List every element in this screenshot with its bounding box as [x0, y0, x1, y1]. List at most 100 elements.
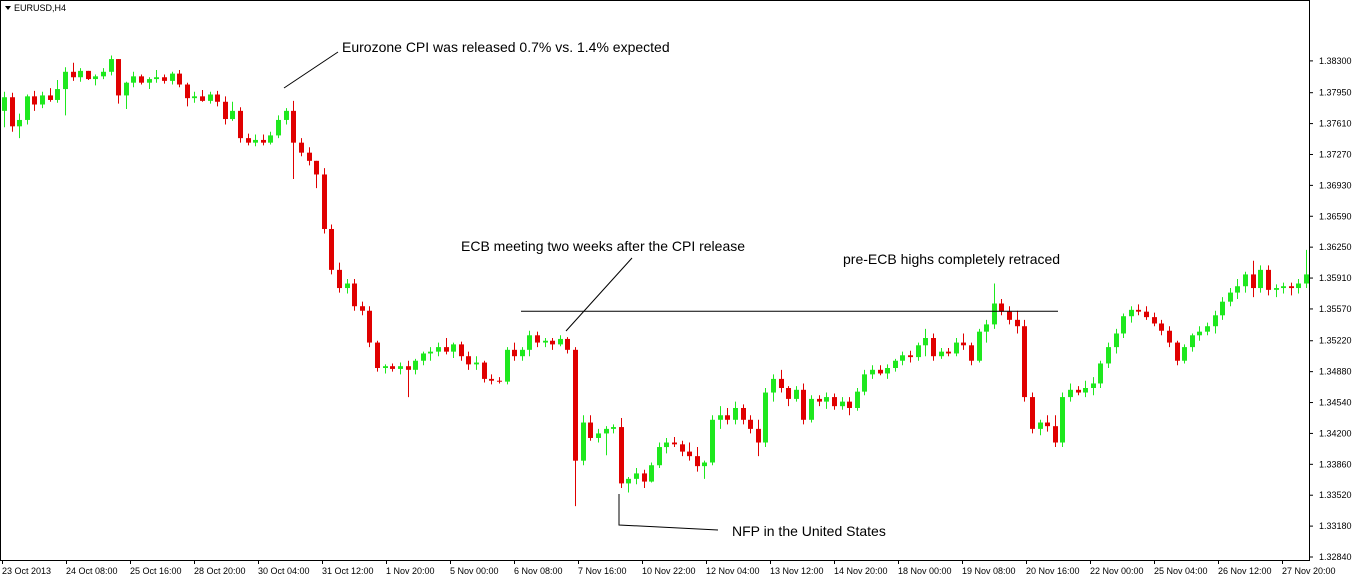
candle-body [1182, 347, 1187, 361]
candle [908, 350, 913, 363]
candle-body [862, 374, 867, 392]
candle-body [573, 349, 578, 461]
candle [170, 71, 175, 85]
candle [124, 81, 129, 110]
x-tick-label: 22 Nov 00:00 [1090, 566, 1144, 576]
candle-body [702, 462, 707, 467]
candle-body [291, 110, 296, 143]
candle [390, 363, 395, 372]
candle [1114, 328, 1119, 354]
candle-body [535, 335, 540, 343]
candle-body [1175, 342, 1180, 361]
candle [1258, 265, 1263, 293]
candle [596, 428, 601, 443]
candle-body [139, 76, 144, 83]
candle-body [398, 366, 403, 369]
candle-body [1121, 316, 1126, 334]
candle [459, 341, 464, 361]
y-tick-label: 1.34540 [1319, 398, 1352, 408]
candle [116, 59, 121, 104]
candle-body [1235, 286, 1240, 293]
candle [1296, 278, 1301, 294]
candle [1022, 319, 1027, 402]
x-axis: 23 Oct 2013 24 Oct 08:00 25 Oct 16:00 28 Oc… [2, 560, 1336, 576]
candle [208, 91, 213, 104]
candle-body [185, 84, 190, 99]
candle-body [1266, 269, 1271, 290]
candle-body [1167, 330, 1172, 343]
candle-body [977, 331, 982, 361]
candle [550, 338, 555, 350]
candle [756, 419, 761, 457]
candle-body [86, 70, 91, 80]
candle-body [1114, 333, 1119, 348]
y-tick-label: 1.37950 [1319, 88, 1352, 98]
nfp-leader-line [618, 494, 719, 531]
y-tick-label: 1.38300 [1319, 56, 1352, 66]
candle-body [1213, 315, 1218, 327]
y-tick-label: 1.33520 [1319, 490, 1352, 500]
candle [824, 392, 829, 409]
candle [1060, 392, 1065, 448]
ecb-leader-line [565, 257, 633, 332]
candle-body [93, 76, 98, 80]
plot-frame [0, 0, 1310, 561]
candle-body [649, 465, 654, 482]
candle-body [1022, 326, 1027, 398]
candle [581, 415, 586, 466]
candle [1190, 333, 1195, 352]
candle-body [1205, 326, 1210, 332]
candle [1068, 383, 1073, 402]
candle [131, 71, 136, 88]
chart-menu-triangle-icon[interactable] [5, 6, 11, 10]
candle-body [916, 345, 921, 358]
candle-body [1083, 387, 1088, 393]
candle [345, 278, 350, 294]
x-tick-label: 12 Nov 04:00 [706, 566, 760, 576]
candle-body [946, 351, 951, 354]
candle-body [999, 303, 1004, 312]
candle [230, 101, 235, 121]
candle-body [939, 351, 944, 357]
candle [664, 437, 669, 454]
y-tick-label: 1.36590 [1319, 211, 1352, 221]
candle-body [1076, 389, 1081, 393]
candle-body [1015, 319, 1020, 327]
candle-body [1159, 323, 1164, 331]
x-tick-label: 18 Nov 00:00 [898, 566, 952, 576]
candle [139, 74, 144, 85]
candle [680, 440, 685, 457]
candle [1045, 415, 1050, 432]
candle-body [725, 415, 730, 420]
candle [352, 278, 357, 311]
candle [946, 348, 951, 357]
x-tick-label: 25 Nov 04:00 [1154, 566, 1208, 576]
candle [413, 358, 418, 375]
candle [337, 262, 342, 293]
candle [565, 337, 570, 354]
candle-body [71, 71, 76, 78]
candle-body [10, 97, 15, 127]
candle-body [878, 369, 883, 374]
candle-body [421, 353, 426, 361]
candle [1266, 265, 1271, 296]
candle [626, 477, 631, 493]
x-tick-label: 13 Nov 12:00 [770, 566, 824, 576]
candle [779, 369, 784, 393]
candle-body [170, 73, 175, 81]
candle-body [992, 303, 997, 325]
x-tick-label: 7 Nov 16:00 [578, 566, 627, 576]
candle-body [954, 342, 959, 354]
candle [558, 335, 563, 347]
candle [961, 333, 966, 350]
x-tick-label: 30 Oct 04:00 [258, 566, 310, 576]
candle-body [238, 110, 243, 139]
candle [1015, 310, 1020, 334]
candle-body [900, 355, 905, 361]
candle [1152, 312, 1157, 327]
candle [1106, 342, 1111, 369]
x-tick-label: 1 Nov 20:00 [386, 566, 435, 576]
candle [893, 358, 898, 372]
candle [48, 88, 53, 102]
candle-body [1091, 383, 1096, 388]
